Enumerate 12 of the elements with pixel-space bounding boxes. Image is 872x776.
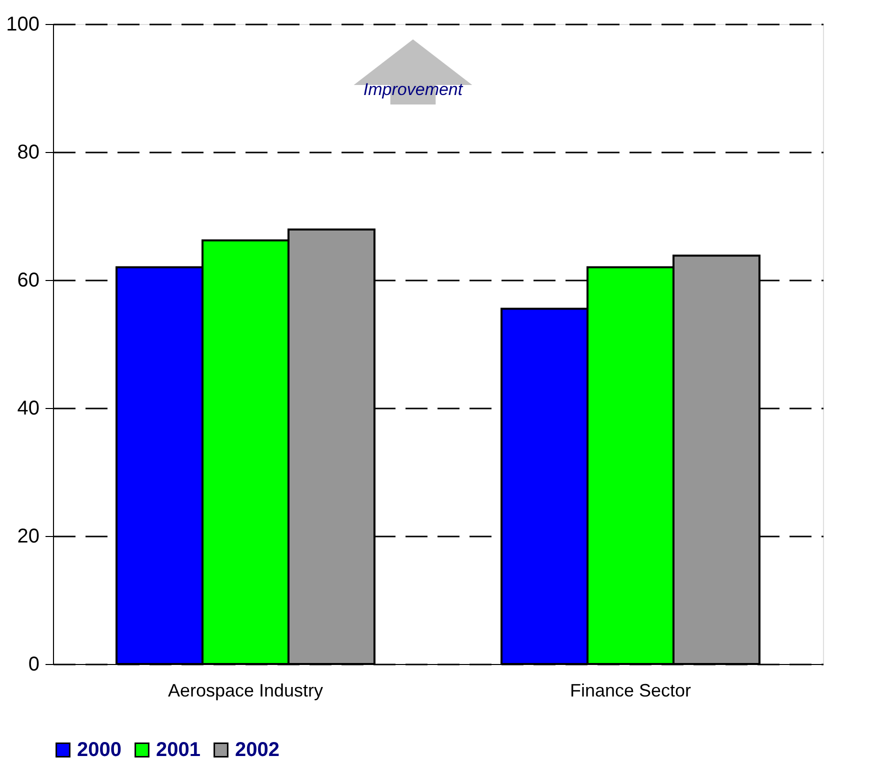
legend-label: 2002 (235, 739, 280, 761)
legend-label: 2000 (77, 739, 122, 761)
x-tick-label: Aerospace Industry (168, 680, 324, 700)
y-tick-label: 60 (17, 270, 40, 292)
y-tick-label: 100 (6, 14, 40, 36)
y-tick-label: 80 (17, 142, 40, 164)
legend-label: 2001 (156, 739, 200, 761)
y-tick-label: 40 (17, 398, 40, 420)
y-tick-label: 0 (28, 654, 40, 676)
y-tick-label: 20 (17, 526, 40, 548)
annotation: Improvement (363, 80, 464, 99)
x-tick-label: Finance Sector (570, 680, 692, 700)
